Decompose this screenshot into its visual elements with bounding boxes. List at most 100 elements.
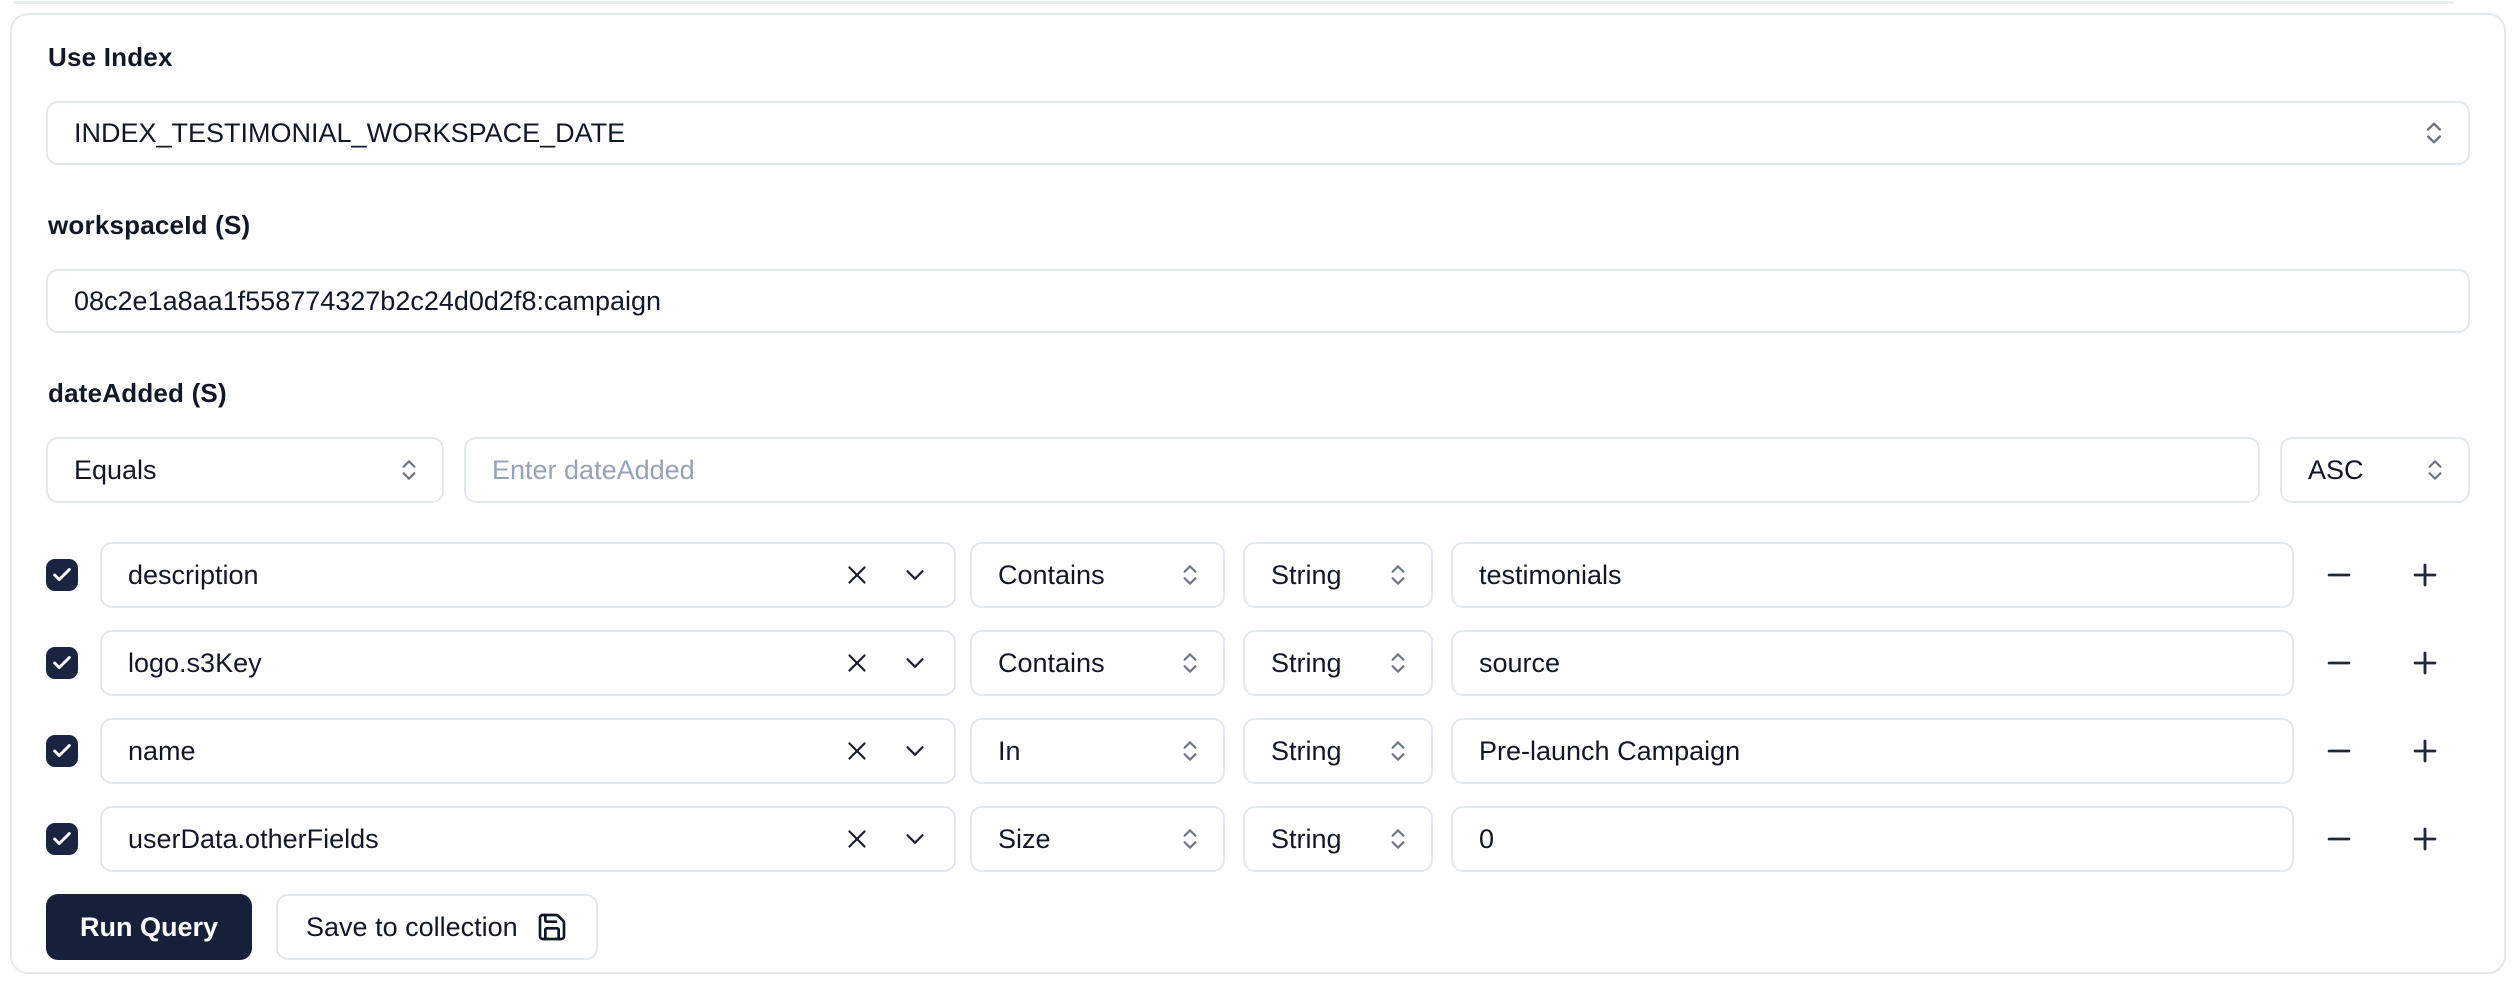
filter-type-select[interactable]: String xyxy=(1243,718,1433,784)
minus-icon xyxy=(2327,749,2351,753)
filter-operator-value: Size xyxy=(998,823,1051,854)
minus-icon xyxy=(2327,837,2351,841)
check-icon xyxy=(53,568,71,582)
x-icon[interactable] xyxy=(842,736,872,766)
filter-operator-select[interactable]: Contains xyxy=(970,542,1225,608)
query-builder-panel: Use Index INDEX_TESTIMONIAL_WORKSPACE_DA… xyxy=(10,13,2506,974)
minus-icon xyxy=(2327,573,2351,577)
add-filter-button[interactable] xyxy=(2408,558,2442,592)
remove-filter-button[interactable] xyxy=(2322,822,2356,856)
plus-icon xyxy=(2413,827,2437,851)
filter-type-value: String xyxy=(1271,559,1342,590)
partition-key-input[interactable] xyxy=(46,269,2470,333)
combobox-icons xyxy=(842,736,930,766)
filter-type-value: String xyxy=(1271,823,1342,854)
run-query-label: Run Query xyxy=(80,911,219,942)
sort-key-operator-value: Equals xyxy=(74,454,157,485)
filter-type-select[interactable]: String xyxy=(1243,542,1433,608)
filter-value-input[interactable] xyxy=(1451,718,2294,784)
filter-value-input[interactable] xyxy=(1451,542,2294,608)
filter-row: description Contains String xyxy=(46,542,2470,608)
add-filter-button[interactable] xyxy=(2408,646,2442,680)
filter-operator-value: Contains xyxy=(998,559,1105,590)
chevrons-up-down-icon xyxy=(1183,653,1197,673)
filter-value-input[interactable] xyxy=(1451,806,2294,872)
filter-field-value: logo.s3Key xyxy=(128,647,262,678)
remove-filter-button[interactable] xyxy=(2322,734,2356,768)
combobox-icons xyxy=(842,648,930,678)
sort-order-select[interactable]: ASC xyxy=(2280,437,2470,503)
filter-field-value: description xyxy=(128,559,259,590)
chevron-down-icon[interactable] xyxy=(900,824,930,854)
filter-rows: description Contains String xyxy=(46,542,2470,872)
run-query-button[interactable]: Run Query xyxy=(46,894,253,960)
x-icon[interactable] xyxy=(842,648,872,678)
filter-checkbox[interactable] xyxy=(46,559,78,591)
chevrons-up-down-icon xyxy=(1183,741,1197,761)
combobox-icons xyxy=(842,560,930,590)
filter-type-value: String xyxy=(1271,647,1342,678)
filter-row: userData.otherFields Size String xyxy=(46,806,2470,872)
sort-key-operator-select[interactable]: Equals xyxy=(46,437,444,503)
filter-operator-value: In xyxy=(998,735,1021,766)
filter-checkbox[interactable] xyxy=(46,823,78,855)
filter-operator-select[interactable]: Contains xyxy=(970,630,1225,696)
index-select-value: INDEX_TESTIMONIAL_WORKSPACE_DATE xyxy=(74,117,626,148)
partition-key-label: workspaceId (S) xyxy=(48,210,251,240)
filter-field-combobox[interactable]: description xyxy=(100,542,956,608)
chevrons-up-down-icon xyxy=(1183,829,1197,849)
filter-operator-select[interactable]: In xyxy=(970,718,1225,784)
chevrons-up-down-icon xyxy=(402,460,416,480)
filter-operator-select[interactable]: Size xyxy=(970,806,1225,872)
filter-field-combobox[interactable]: userData.otherFields xyxy=(100,806,956,872)
remove-filter-button[interactable] xyxy=(2322,558,2356,592)
chevrons-up-down-icon xyxy=(1391,829,1405,849)
add-filter-button[interactable] xyxy=(2408,822,2442,856)
top-divider xyxy=(14,1,2454,4)
save-to-collection-button[interactable]: Save to collection xyxy=(276,894,598,960)
chevrons-up-down-icon xyxy=(1391,565,1405,585)
chevrons-up-down-icon xyxy=(1391,741,1405,761)
filter-type-select[interactable]: String xyxy=(1243,806,1433,872)
chevrons-up-down-icon xyxy=(1391,653,1405,673)
index-select[interactable]: INDEX_TESTIMONIAL_WORKSPACE_DATE xyxy=(46,101,2470,165)
chevrons-up-down-icon xyxy=(1183,565,1197,585)
filter-type-select[interactable]: String xyxy=(1243,630,1433,696)
remove-filter-button[interactable] xyxy=(2322,646,2356,680)
filter-row-actions xyxy=(2294,558,2470,592)
sort-order-value: ASC xyxy=(2308,454,2364,485)
check-icon xyxy=(53,744,71,758)
filter-value-input[interactable] xyxy=(1451,630,2294,696)
plus-icon xyxy=(2413,563,2437,587)
chevron-down-icon[interactable] xyxy=(900,648,930,678)
filter-checkbox[interactable] xyxy=(46,647,78,679)
filter-row-actions xyxy=(2294,822,2470,856)
add-filter-button[interactable] xyxy=(2408,734,2442,768)
filter-field-combobox[interactable]: name xyxy=(100,718,956,784)
save-icon xyxy=(538,913,565,941)
filter-field-combobox[interactable]: logo.s3Key xyxy=(100,630,956,696)
filter-type-value: String xyxy=(1271,735,1342,766)
filter-row: name In String xyxy=(46,718,2470,784)
x-icon[interactable] xyxy=(842,560,872,590)
chevron-down-icon[interactable] xyxy=(900,736,930,766)
chevrons-up-down-icon xyxy=(2427,122,2441,144)
check-icon xyxy=(53,832,71,846)
filter-field-value: userData.otherFields xyxy=(128,823,379,854)
sort-key-row: Equals ASC xyxy=(46,437,2470,503)
minus-icon xyxy=(2327,661,2351,665)
chevrons-up-down-icon xyxy=(2428,460,2442,480)
check-icon xyxy=(53,656,71,670)
use-index-label: Use Index xyxy=(48,42,173,72)
sort-key-label: dateAdded (S) xyxy=(48,378,227,408)
plus-icon xyxy=(2413,739,2437,763)
sort-key-value-input[interactable] xyxy=(464,437,2260,503)
filter-checkbox[interactable] xyxy=(46,735,78,767)
filter-field-value: name xyxy=(128,735,196,766)
chevron-down-icon[interactable] xyxy=(900,560,930,590)
filter-row: logo.s3Key Contains String xyxy=(46,630,2470,696)
combobox-icons xyxy=(842,824,930,854)
filter-row-actions xyxy=(2294,646,2470,680)
x-icon[interactable] xyxy=(842,824,872,854)
filter-row-actions xyxy=(2294,734,2470,768)
